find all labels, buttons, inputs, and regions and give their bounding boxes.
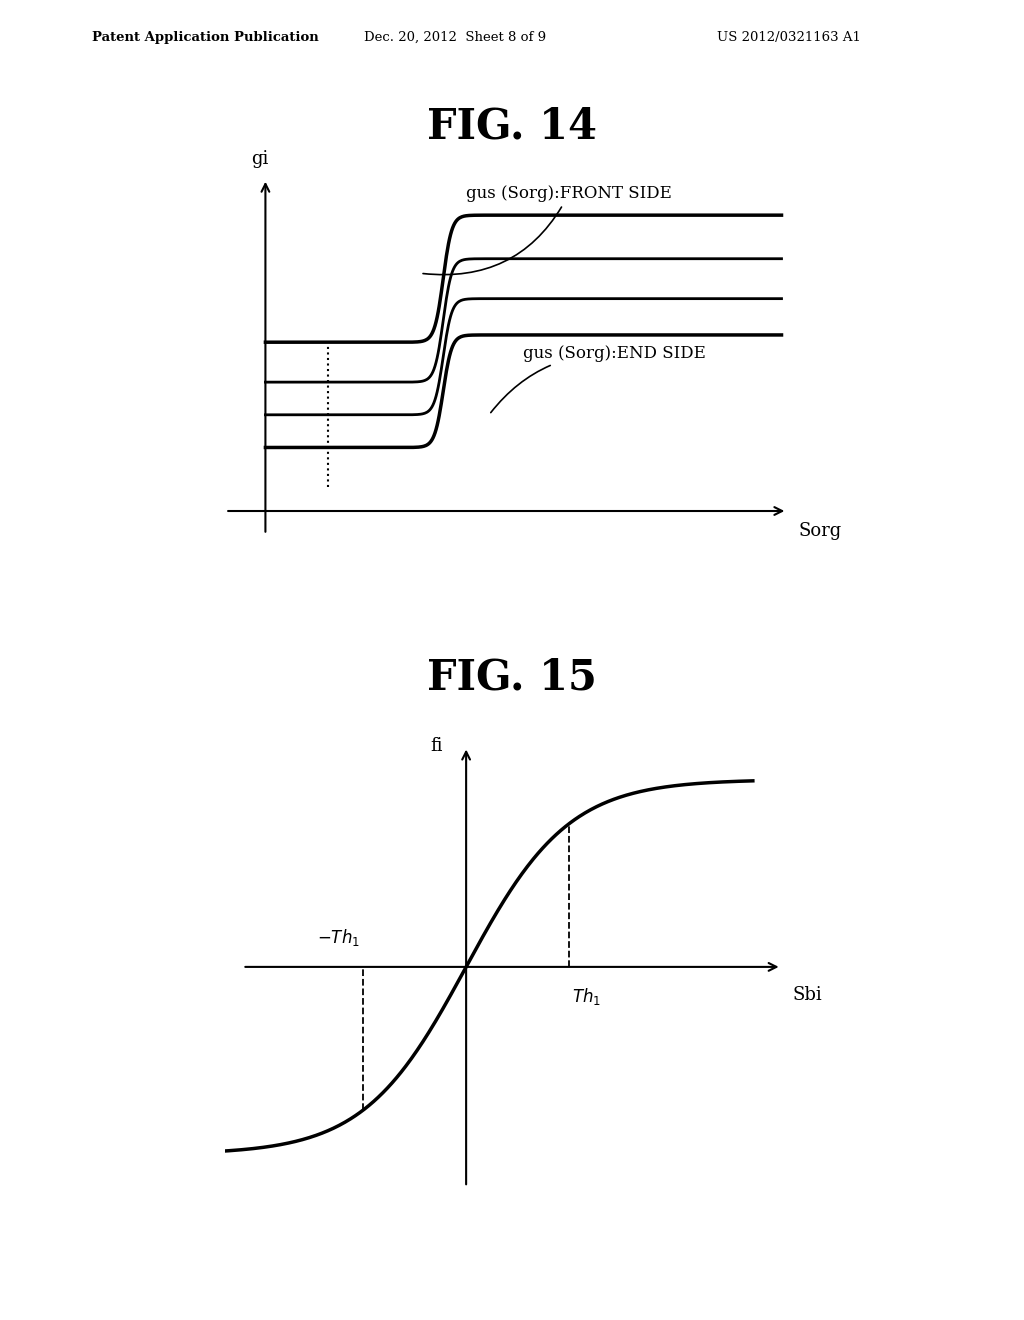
Text: fi: fi bbox=[431, 738, 443, 755]
Text: Patent Application Publication: Patent Application Publication bbox=[92, 30, 318, 44]
Text: Sbi: Sbi bbox=[793, 986, 822, 1003]
Text: gus (Sorg):END SIDE: gus (Sorg):END SIDE bbox=[490, 345, 707, 413]
Text: US 2012/0321163 A1: US 2012/0321163 A1 bbox=[717, 30, 861, 44]
Text: $Th_1$: $Th_1$ bbox=[572, 986, 601, 1007]
Text: $-Th_1$: $-Th_1$ bbox=[317, 927, 360, 948]
Text: gus (Sorg):FRONT SIDE: gus (Sorg):FRONT SIDE bbox=[423, 185, 672, 275]
Text: FIG. 15: FIG. 15 bbox=[427, 656, 597, 698]
Text: FIG. 14: FIG. 14 bbox=[427, 106, 597, 148]
Text: gi: gi bbox=[251, 150, 268, 168]
Text: Dec. 20, 2012  Sheet 8 of 9: Dec. 20, 2012 Sheet 8 of 9 bbox=[364, 30, 546, 44]
Text: Sorg: Sorg bbox=[799, 521, 842, 540]
